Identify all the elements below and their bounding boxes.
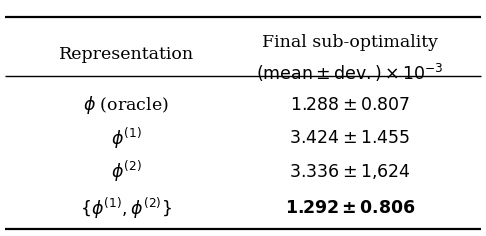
Text: $(\mathrm{mean} \pm \mathrm{dev.}) \times 10^{-3}$: $(\mathrm{mean} \pm \mathrm{dev.}) \time… (256, 62, 444, 84)
Text: $3.336 \pm 1{,}624$: $3.336 \pm 1{,}624$ (289, 162, 411, 181)
Text: $\phi$ (oracle): $\phi$ (oracle) (84, 94, 169, 116)
Text: Representation: Representation (59, 46, 194, 63)
Text: $1.288 \pm 0.807$: $1.288 \pm 0.807$ (290, 97, 410, 114)
Text: $\mathbf{1.292 \pm 0.806}$: $\mathbf{1.292 \pm 0.806}$ (285, 200, 415, 217)
Text: Final sub-optimality: Final sub-optimality (262, 34, 438, 51)
Text: $\phi^{(2)}$: $\phi^{(2)}$ (111, 159, 142, 184)
Text: $\phi^{(1)}$: $\phi^{(1)}$ (111, 126, 142, 151)
Text: $3.424 \pm 1.455$: $3.424 \pm 1.455$ (289, 130, 411, 147)
Text: $\{\phi^{(1)}, \phi^{(2)}\}$: $\{\phi^{(1)}, \phi^{(2)}\}$ (80, 196, 173, 221)
